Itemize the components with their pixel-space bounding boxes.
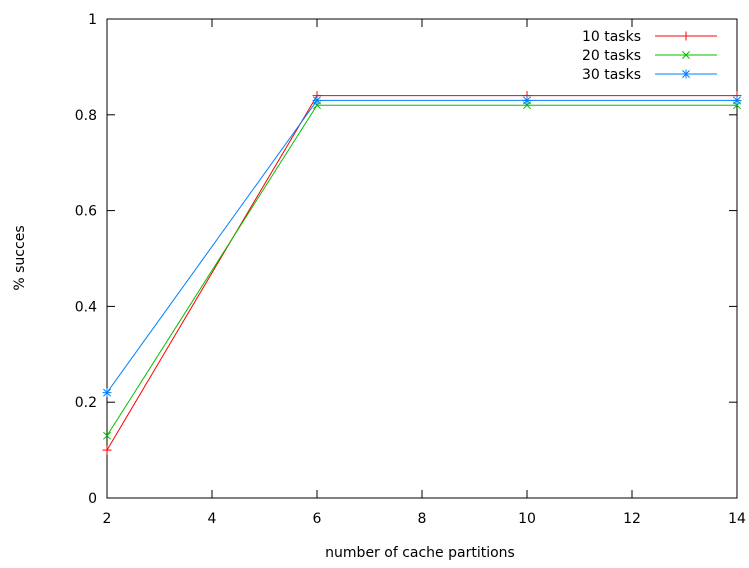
series-2 — [103, 101, 741, 440]
marker-stroke — [313, 96, 321, 105]
marker-stroke — [733, 96, 741, 105]
x-tick-label: 14 — [728, 511, 746, 527]
y-axis-label: % succes — [12, 225, 28, 290]
legend: 10 tasks 20 tasks 30 tasks — [582, 29, 717, 83]
data-point — [102, 445, 112, 455]
marker-stroke — [103, 431, 111, 440]
y-tick-label: 0 — [88, 491, 97, 507]
data-point — [103, 431, 111, 440]
legend-item: 10 tasks — [582, 29, 717, 45]
data-point — [312, 95, 322, 105]
data-point — [681, 31, 691, 41]
legend-item: 20 tasks — [582, 48, 717, 64]
series-line — [106, 99, 737, 393]
series-line — [106, 104, 737, 436]
legend-item: 30 tasks — [582, 67, 717, 83]
series-line — [106, 95, 737, 451]
x-tick-label: 8 — [418, 511, 427, 527]
plot-frame — [106, 18, 738, 499]
series-1 — [102, 91, 742, 455]
x-tick-label: 10 — [518, 511, 536, 527]
y-tick-label: 1 — [88, 12, 97, 28]
series-layer — [102, 91, 742, 455]
legend-label: 20 tasks — [582, 48, 641, 64]
legend-label: 10 tasks — [582, 29, 641, 45]
marker-stroke — [103, 388, 111, 397]
x-tick-label: 6 — [313, 511, 322, 527]
series-3 — [102, 95, 742, 398]
marker-stroke — [523, 96, 531, 105]
marker-stroke — [682, 51, 690, 59]
data-point — [732, 95, 742, 105]
x-tick-label: 12 — [623, 511, 641, 527]
x-tick-label: 4 — [208, 511, 217, 527]
data-point — [681, 69, 691, 79]
data-point — [102, 388, 112, 398]
y-tick-label: 0.6 — [75, 204, 97, 220]
y-tick-label: 0.4 — [75, 299, 97, 315]
x-tick-label: 2 — [103, 511, 112, 527]
y-axis-ticks: 0 0.2 0.4 0.6 0.8 1 — [75, 12, 737, 507]
data-point — [682, 51, 690, 59]
y-tick-label: 0.2 — [75, 395, 97, 411]
y-tick-label: 0.8 — [75, 108, 97, 124]
marker-stroke — [682, 70, 690, 78]
data-point — [522, 95, 532, 105]
x-axis-ticks: 2 4 6 8 10 12 14 — [103, 19, 746, 527]
legend-label: 30 tasks — [582, 67, 641, 83]
x-axis-label: number of cache partitions — [325, 545, 515, 561]
